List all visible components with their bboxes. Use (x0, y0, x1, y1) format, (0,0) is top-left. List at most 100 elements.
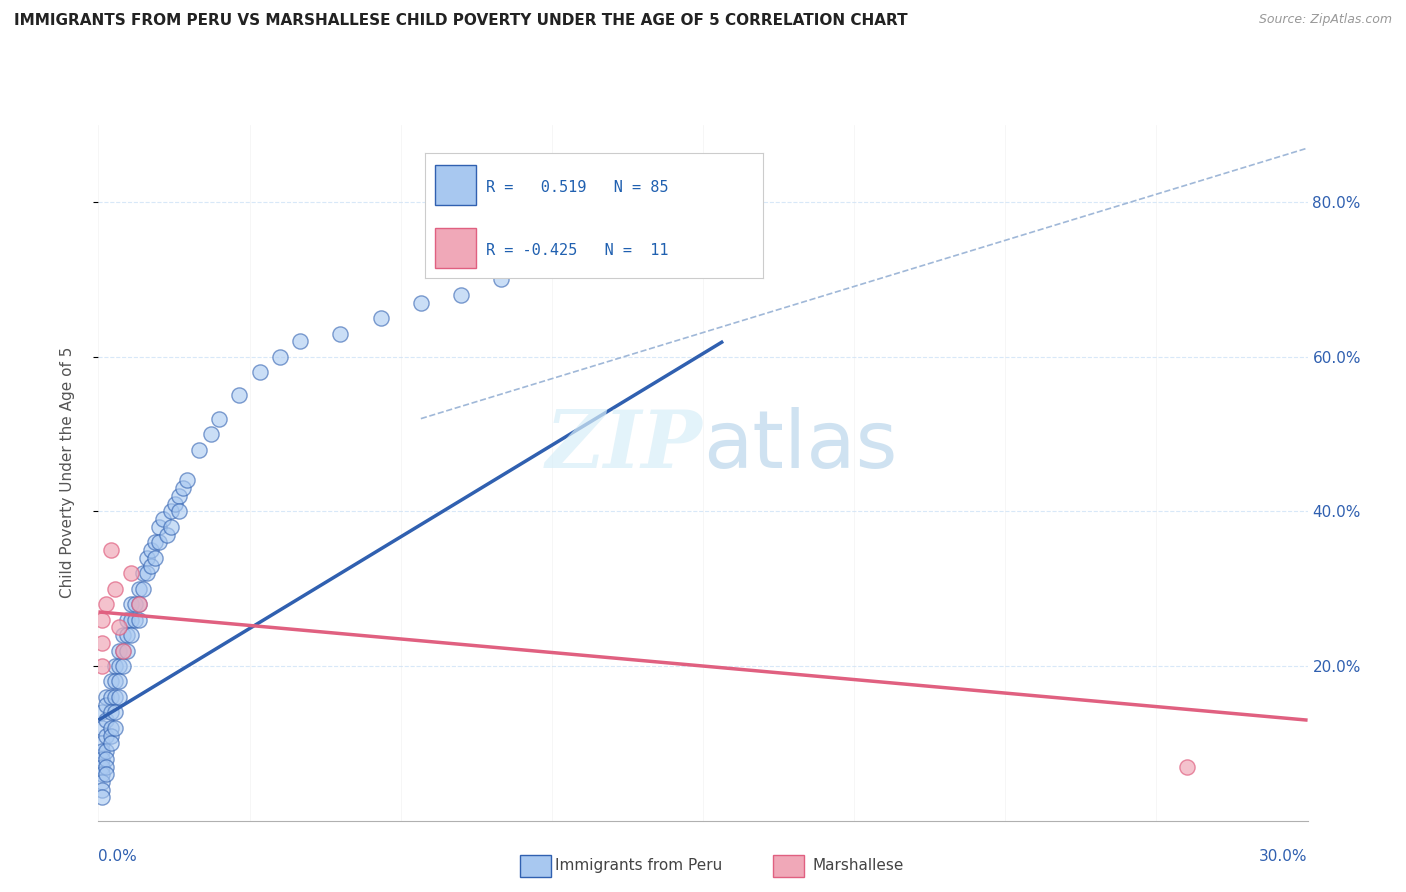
Point (692, 234, 714, 248)
Point (91, 659, 114, 673)
Point (107, 674, 129, 689)
Point (100, 729, 122, 743)
Point (96, 713, 118, 727)
Point (228, 388, 250, 402)
Point (100, 736, 122, 750)
Point (100, 721, 122, 735)
Point (124, 613, 146, 627)
Point (120, 566, 142, 581)
Text: 0.0%: 0.0% (98, 849, 138, 863)
Point (208, 411, 231, 425)
Point (115, 628, 138, 642)
Point (450, 288, 472, 302)
Point (107, 659, 129, 673)
Point (163, 497, 186, 511)
Text: atlas: atlas (703, 407, 897, 485)
Point (120, 628, 142, 642)
Point (91, 775, 114, 789)
Point (91, 721, 114, 735)
Point (124, 597, 146, 611)
Point (139, 543, 162, 558)
Point (143, 535, 166, 549)
Point (1175, 759, 1198, 773)
Point (96, 597, 118, 611)
Point (115, 643, 138, 657)
Point (96, 752, 118, 766)
Point (409, 295, 432, 310)
Point (329, 326, 352, 341)
Point (111, 643, 134, 657)
Point (91, 752, 114, 766)
Point (269, 350, 291, 364)
Point (139, 558, 162, 573)
Point (128, 613, 150, 627)
Point (160, 520, 183, 534)
Text: Immigrants from Peru: Immigrants from Peru (555, 858, 723, 872)
Point (167, 504, 190, 518)
Point (176, 474, 198, 488)
Point (103, 706, 125, 720)
Point (200, 427, 222, 442)
Point (96, 690, 118, 704)
Point (128, 597, 150, 611)
Point (160, 504, 183, 518)
Point (135, 550, 157, 565)
Point (91, 767, 114, 781)
Point (91, 736, 114, 750)
Point (103, 721, 125, 735)
Point (96, 759, 118, 773)
Point (103, 659, 125, 673)
Point (120, 613, 142, 627)
Point (107, 620, 129, 634)
Text: Marshallese: Marshallese (813, 858, 904, 872)
Point (571, 257, 593, 271)
Point (91, 790, 114, 805)
Point (91, 706, 114, 720)
Point (103, 674, 125, 689)
Point (100, 674, 122, 689)
Point (96, 729, 118, 743)
Point (96, 698, 118, 712)
Point (152, 512, 174, 526)
Text: 30.0%: 30.0% (1260, 849, 1308, 863)
Point (91, 744, 114, 758)
Point (249, 365, 271, 379)
Point (100, 690, 122, 704)
Point (491, 272, 513, 286)
Point (135, 566, 157, 581)
Y-axis label: Child Poverty Under the Age of 5: Child Poverty Under the Age of 5 (60, 347, 75, 599)
Point (103, 690, 125, 704)
Point (132, 566, 155, 581)
Point (156, 527, 179, 541)
Text: ZIP: ZIP (546, 408, 703, 484)
Point (107, 643, 129, 657)
Point (100, 706, 122, 720)
Text: IMMIGRANTS FROM PERU VS MARSHALLESE CHILD POVERTY UNDER THE AGE OF 5 CORRELATION: IMMIGRANTS FROM PERU VS MARSHALLESE CHIL… (14, 13, 908, 29)
Point (96, 767, 118, 781)
Point (96, 744, 118, 758)
Point (167, 489, 190, 503)
Point (128, 582, 150, 596)
Point (107, 690, 129, 704)
Point (111, 659, 134, 673)
Point (733, 226, 755, 240)
Point (91, 759, 114, 773)
Point (288, 334, 311, 349)
Point (111, 643, 134, 657)
Point (148, 520, 170, 534)
Point (91, 613, 114, 627)
Point (188, 442, 211, 457)
Point (172, 481, 194, 495)
Point (128, 597, 150, 611)
Point (91, 636, 114, 650)
Point (370, 311, 392, 326)
Point (132, 582, 155, 596)
Point (103, 582, 125, 596)
Point (651, 242, 673, 256)
Point (100, 543, 122, 558)
Point (115, 613, 138, 627)
Text: Source: ZipAtlas.com: Source: ZipAtlas.com (1258, 13, 1392, 27)
Point (111, 628, 134, 642)
Point (148, 535, 170, 549)
Point (91, 782, 114, 797)
